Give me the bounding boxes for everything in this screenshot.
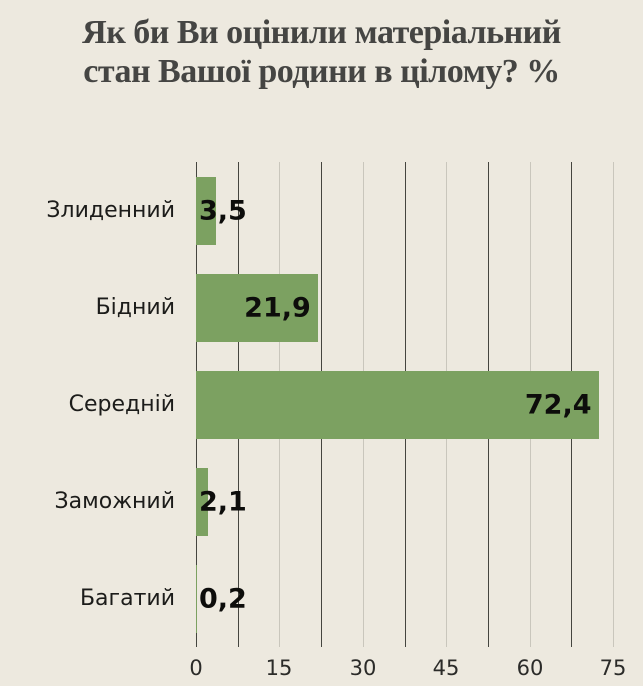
bar <box>196 273 318 342</box>
category-label: Багатий <box>79 586 175 611</box>
bar-row: Середній 72,4 <box>0 356 643 453</box>
category-label: Середній <box>68 392 175 417</box>
x-tick-label: 75 <box>599 656 627 680</box>
x-tick-label: 45 <box>432 656 460 680</box>
value-label: 3,5 <box>199 195 247 226</box>
chart-title-line1: Як би Ви оцінили матеріальний <box>82 14 561 51</box>
bar-row: Бідний 21,9 <box>0 259 643 356</box>
bar-row: Злиденний 3,5 <box>0 162 643 259</box>
bar-row: Заможний 2,1 <box>0 453 643 550</box>
value-label: 0,2 <box>199 583 247 614</box>
value-label: 2,1 <box>199 486 247 517</box>
value-label: 21,9 <box>244 292 311 323</box>
bar <box>196 370 599 439</box>
x-tick-label: 30 <box>349 656 377 680</box>
value-label: 72,4 <box>524 389 592 420</box>
category-label: Бідний <box>95 295 175 320</box>
x-tick-label: 15 <box>265 656 293 680</box>
x-tick-label: 0 <box>189 656 203 680</box>
bar <box>196 467 208 536</box>
chart-title-line2: стан Вашої родини в цілому? % <box>83 53 560 90</box>
bar <box>196 176 216 245</box>
category-label: Заможний <box>54 489 175 514</box>
category-label: Злиденний <box>46 198 175 223</box>
bar <box>196 564 198 633</box>
chart-title: Як би Ви оцінили матеріальний стан Вашої… <box>0 13 643 91</box>
bar-row: Багатий 0,2 <box>0 550 643 647</box>
gridline <box>613 162 614 647</box>
x-tick-label: 60 <box>516 656 544 680</box>
